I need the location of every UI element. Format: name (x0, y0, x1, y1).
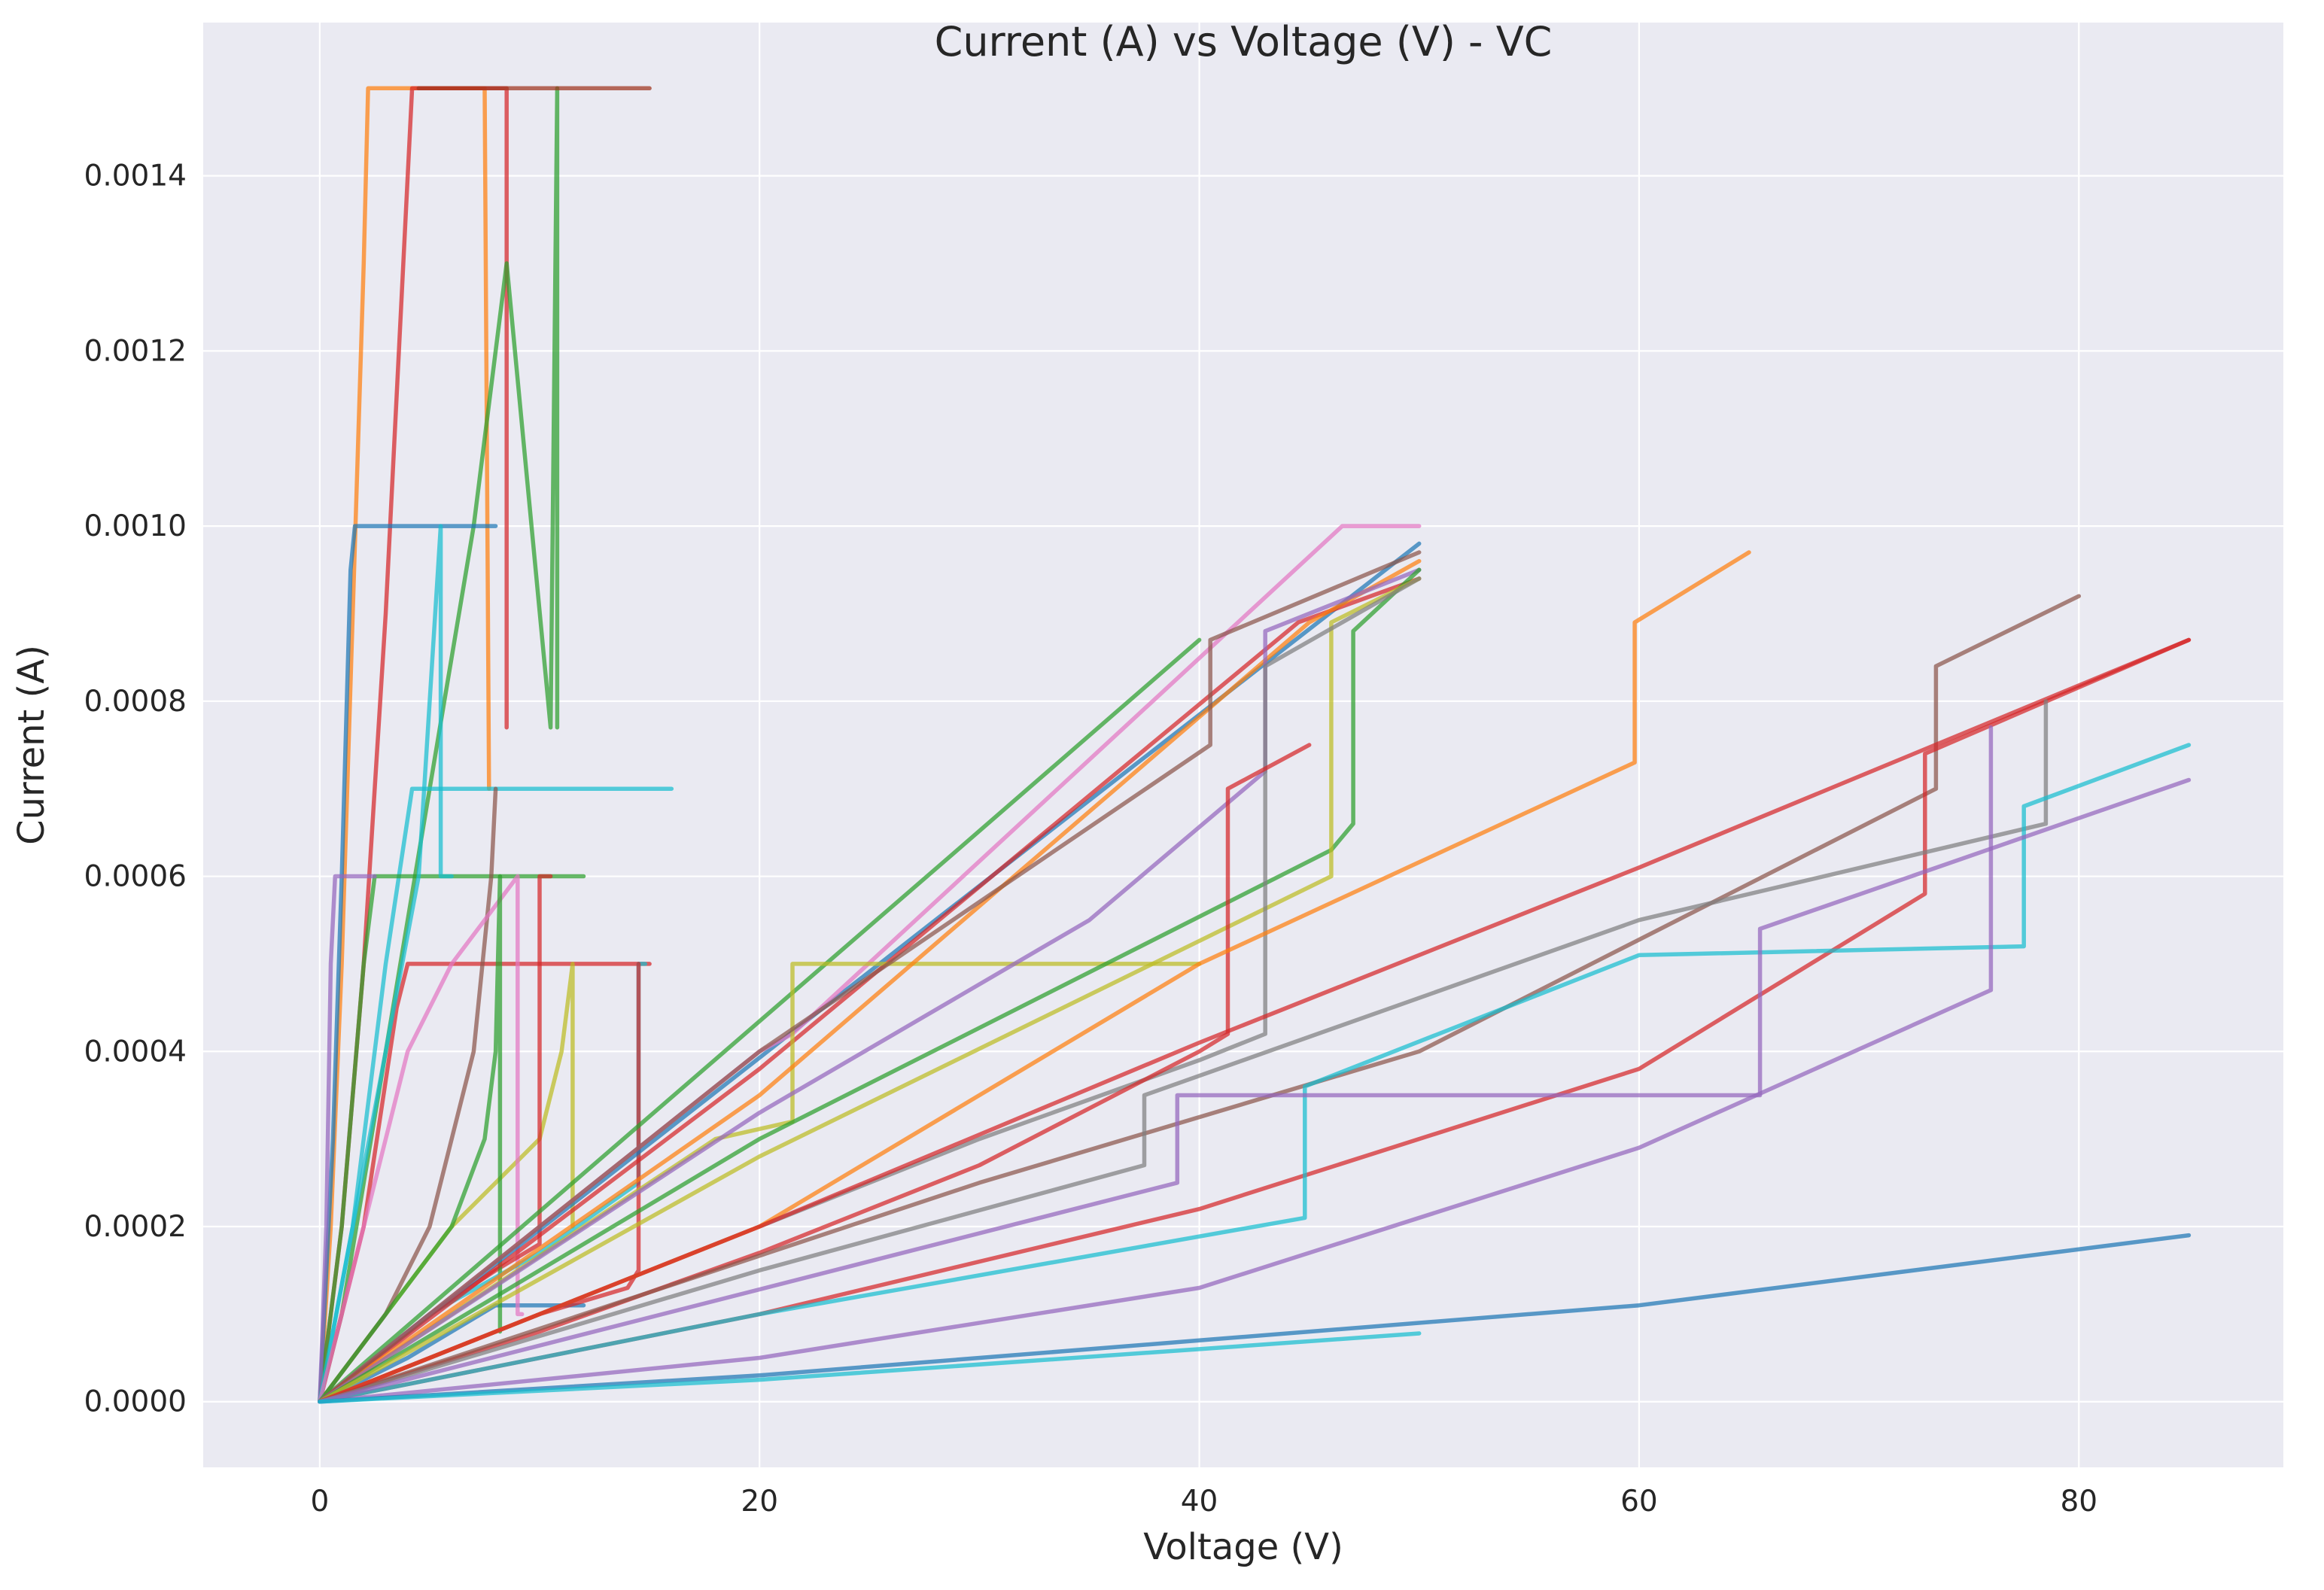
x-tick-label: 60 (1620, 1485, 1658, 1519)
series-line-22 (318, 576, 1422, 1404)
y-tick-label: 0.0004 (84, 1035, 187, 1069)
series-line-32 (318, 594, 2082, 1404)
y-tick-label: 0.0012 (84, 334, 187, 368)
x-tick-label: 40 (1181, 1485, 1218, 1519)
series-line-9 (318, 874, 377, 1404)
series-line-25 (318, 550, 1422, 1404)
series-layer (318, 86, 2192, 1404)
series-line-5 (318, 524, 498, 1404)
series-line-13 (318, 1303, 586, 1404)
series-line-27 (318, 567, 1422, 1404)
series-line-33 (318, 637, 2192, 1404)
series-line-11 (318, 524, 454, 1404)
series-line-35 (318, 699, 2049, 1404)
series-line-36 (318, 743, 2192, 1404)
x-tick-label: 80 (2060, 1485, 2097, 1519)
series-line-38 (318, 777, 2192, 1404)
series-line-26 (318, 567, 1422, 1404)
x-tick-labels: 0 20 40 60 80 (310, 1485, 2097, 1519)
y-tick-label: 0.0000 (84, 1385, 187, 1419)
chart-title: Current (A) vs Voltage (V) - VC (935, 18, 1553, 65)
series-line-40 (318, 1331, 1422, 1404)
y-gridlines (203, 175, 2283, 1403)
series-line-20 (318, 637, 1202, 1404)
series-line-28 (318, 576, 1422, 1404)
series-line-16 (318, 874, 503, 1404)
y-tick-label: 0.0006 (84, 860, 187, 894)
y-tick-label: 0.0008 (84, 685, 187, 719)
y-tick-label: 0.0014 (84, 160, 187, 193)
x-tick-label: 20 (741, 1485, 778, 1519)
y-tick-label: 0.0002 (84, 1210, 187, 1244)
y-tick-label: 0.0010 (84, 509, 187, 543)
series-line-14 (318, 874, 525, 1404)
y-tick-labels: 0.0000 0.0002 0.0004 0.0006 0.0008 0.0010 0.00… (84, 160, 187, 1419)
series-line-37 (318, 725, 1994, 1404)
series-line-39 (318, 1233, 2192, 1404)
x-tick-label: 0 (310, 1485, 329, 1519)
y-axis-label: Current (A) (11, 645, 53, 845)
x-axis-label: Voltage (V) (1143, 1526, 1343, 1568)
